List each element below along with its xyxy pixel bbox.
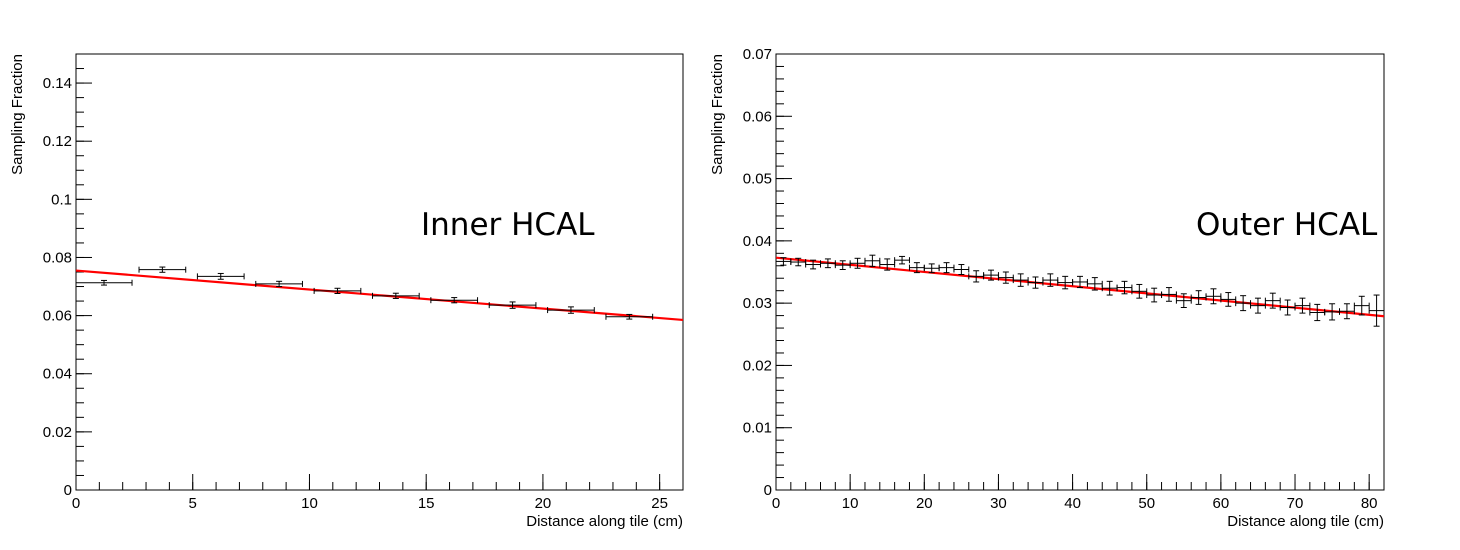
x-tick-label: 20 [916,495,933,512]
data-point [1339,303,1355,320]
data-point [1116,280,1133,295]
data-point [1264,292,1281,309]
data-point [1220,292,1237,307]
data-point [430,297,479,304]
data-point [1324,303,1341,321]
inner-hcal-panel: Inner HCAL Distance along tile (cm) Samp… [9,53,684,530]
panel-annotation: Inner HCAL [421,207,595,243]
x-tick-label: 20 [535,495,552,512]
data-point [1101,280,1118,296]
data-point [968,270,985,283]
y-tick-label: 0.04 [43,366,72,383]
data-point [1353,295,1370,316]
x-tick-label: 15 [418,495,435,512]
y-tick-label: 0.01 [743,420,772,437]
y-tick-label: 0.14 [43,75,72,92]
data-point [547,306,595,314]
x-tick-label: 70 [1287,495,1304,512]
data-point [1027,276,1044,289]
y-tick-label: 0.04 [743,233,772,250]
data-point [1205,288,1222,305]
y-tick-label: 0.02 [43,424,72,441]
outer-hcal-panel: Outer HCAL Distance along tile (cm) Samp… [709,46,1385,530]
data-point [1309,303,1326,322]
data-point [488,301,537,309]
x-tick-label: 40 [1064,495,1081,512]
data-point [819,258,836,269]
data-point [938,262,955,274]
data-point [894,255,910,265]
x-axis-title: Distance along tile (cm) [1227,513,1384,530]
data-point [1161,287,1177,302]
data-point [1190,290,1207,305]
data-point [775,257,792,266]
y-tick-label: 0.07 [743,46,772,63]
y-tick-label: 0 [64,482,72,499]
y-tick-label: 0 [764,482,772,499]
y-tick-label: 0.02 [743,357,772,374]
data-point [1250,297,1266,314]
x-tick-label: 30 [990,495,1007,512]
data-point [834,260,851,271]
data-point [1279,299,1296,316]
x-tick-label: 80 [1361,495,1378,512]
data-point [313,287,362,295]
data-point [371,292,420,299]
data-point [1146,287,1163,303]
data-point [997,271,1014,284]
y-tick-label: 0.1 [51,191,72,208]
x-axis-title: Distance along tile (cm) [526,513,683,530]
x-tick-label: 25 [651,495,668,512]
x-tick-label: 5 [189,495,197,512]
data-point [1294,297,1311,314]
panel-annotation: Outer HCAL [1196,207,1378,243]
data-point [864,254,881,267]
data-point [255,280,303,288]
y-tick-label: 0.06 [743,108,772,125]
data-point [1368,294,1385,327]
data-point [790,257,807,267]
data-point [1072,275,1088,289]
y-tick-label: 0.08 [43,249,72,266]
data-point [605,313,654,320]
plot-frame [75,53,684,491]
y-axis-title: Sampling Fraction [9,54,26,175]
y-tick-label: 0.06 [43,308,72,325]
data-point [983,269,999,281]
plot-frame [775,53,1385,491]
y-axis-title: Sampling Fraction [709,54,726,175]
x-tick-label: 50 [1138,495,1155,512]
x-tick-label: 10 [301,495,318,512]
x-tick-label: 0 [72,495,80,512]
y-tick-label: 0.12 [43,133,72,150]
x-tick-label: 10 [842,495,859,512]
fit-line [75,269,684,322]
data-point [953,264,970,275]
data-point [1131,283,1148,299]
y-tick-label: 0.03 [743,295,772,312]
data-point [196,272,245,280]
x-tick-label: 60 [1213,495,1230,512]
x-tick-label: 0 [772,495,780,512]
data-point [138,266,187,273]
data-point [1012,273,1029,287]
data-point [1235,295,1252,312]
y-tick-label: 0.05 [743,171,772,188]
data-point [1175,293,1192,309]
data-point [75,279,133,286]
